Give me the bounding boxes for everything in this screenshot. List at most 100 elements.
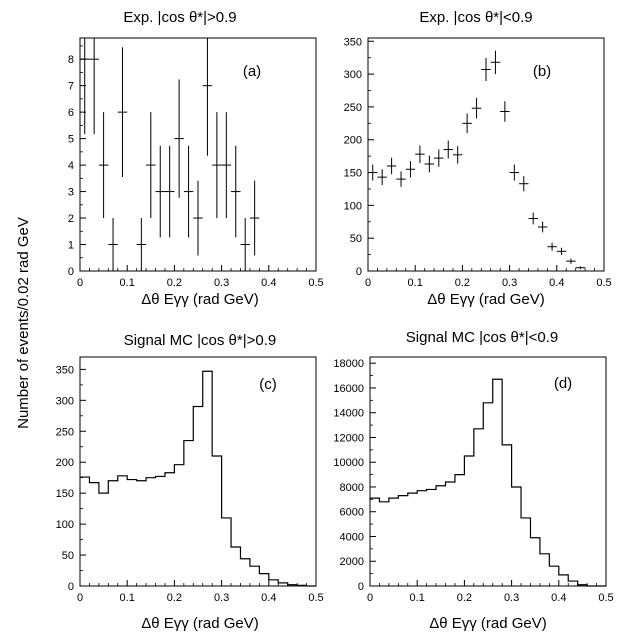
panel-d-xtick-label: 0.4 [551, 592, 566, 604]
panel-d-ytick-label: 6000 [340, 507, 364, 519]
panel-b-data-point [452, 146, 463, 164]
panel-a-xtick-label: 0.1 [120, 277, 135, 289]
panel-c-label: (c) [259, 376, 277, 393]
panel-a-data-point [174, 79, 184, 198]
panel-a-data-point [164, 145, 175, 238]
panel-a-ytick-label: 2 [68, 213, 74, 225]
panel-a: Exp. |cos θ*|>0.9 0 0.1 0.2 0.3 0.4 0.5 0 1 2 3 4 5… [68, 9, 324, 308]
panel-c-xtick-label: 0 [77, 592, 83, 604]
panel-c-xtick-label: 0.3 [214, 592, 229, 604]
panel-a-xtick-label: 0 [77, 277, 83, 289]
panel-d-ytick-label: 18000 [333, 358, 364, 370]
panel-d-histogram [370, 378, 606, 587]
panel-c-marks [80, 370, 316, 587]
panel-a-label: (a) [243, 63, 261, 80]
panel-c-ytick-label: 350 [56, 364, 74, 376]
panel-b-data-point [471, 97, 482, 119]
panel-c-ytick-label: 100 [56, 519, 74, 531]
panel-a-ytick-label: 4 [68, 160, 74, 172]
panel-a-xtick-label: 0.3 [214, 277, 229, 289]
panel-a-marks [80, 38, 260, 271]
panel-a-frame [79, 37, 317, 272]
panel-b-xtick-label: 0.1 [408, 277, 423, 289]
panel-a-ytick-label: 5 [68, 134, 74, 146]
panel-a-ytick-label: 7 [68, 81, 74, 93]
panel-c-frame [79, 356, 317, 587]
panel-c-xtick-label: 0.1 [120, 592, 135, 604]
panel-d-ytick-label: 12000 [333, 432, 364, 444]
panel-a-data-point [146, 112, 156, 219]
panel-a-xtick-label: 0.5 [308, 277, 323, 289]
figure-ylabel: Number of events/0.02 rad GeV [15, 217, 32, 429]
panel-b-data-point [462, 113, 472, 134]
panel-a-data-point [249, 180, 260, 256]
panel-a-data-point [98, 112, 109, 219]
panel-b-data-point [377, 169, 387, 185]
panel-b-xtick-label: 0.5 [596, 277, 611, 289]
panel-b-data-point [434, 149, 444, 167]
panel-d-label: (d) [554, 375, 572, 392]
panel-b-data-point [547, 242, 557, 251]
panel-d-xtick-label: 0.5 [598, 592, 613, 604]
panel-b-data-point [424, 155, 435, 173]
panel-a-ytick-label: 3 [68, 187, 74, 199]
panel-b-data-point [396, 171, 406, 187]
panel-b-xtick-label: 0 [365, 277, 371, 289]
panel-a-data-point [202, 38, 213, 156]
panel-b-data-point [481, 58, 491, 82]
panel-b-data-point [443, 140, 453, 159]
panel-b-data-point [405, 161, 416, 178]
panel-a-data-point [89, 38, 99, 135]
panel-a-ytick-label: 1 [68, 240, 74, 252]
panel-a-data-point [117, 47, 128, 177]
panel-b-xlabel: Δθ Eγγ (rad GeV) [427, 291, 545, 308]
panel-b-ytick-label: 50 [350, 233, 362, 245]
panel-a-data-point [108, 218, 118, 271]
panel-b-ytick-label: 0 [356, 266, 362, 278]
panel-d-ytick-label: 16000 [333, 383, 364, 395]
panel-b-data-point [528, 212, 538, 225]
panel-a-data-point [193, 180, 203, 256]
panel-b-data-point [556, 247, 567, 255]
panel-c-title: Signal MC |cos θ*|>0.9 [124, 332, 276, 349]
panel-d-ytick-label: 0 [358, 581, 364, 593]
panel-b-data-point [509, 164, 520, 181]
panel-a-data-point [183, 145, 194, 238]
panel-c-ytick-label: 300 [56, 395, 74, 407]
panel-b-ytick-label: 200 [344, 135, 362, 147]
panel-b-xtick-label: 0.3 [502, 277, 517, 289]
panel-c-ytick-label: 200 [56, 457, 74, 469]
panel-b-label: (b) [533, 63, 551, 80]
panel-a-ytick-label: 6 [68, 107, 74, 119]
panel-d-ytick-label: 2000 [340, 556, 364, 568]
panel-a-xlabel: Δθ Eγγ (rad GeV) [141, 291, 259, 308]
panel-a-data-point [136, 218, 147, 271]
panel-c-xtick-label: 0.2 [167, 592, 182, 604]
panel-b-ytick-label: 250 [344, 102, 362, 114]
panel-c-ytick-label: 250 [56, 426, 74, 438]
panel-b-ytick-label: 150 [344, 168, 362, 180]
panel-b-data-point [519, 176, 529, 192]
panel-a-ytick-label: 0 [68, 266, 74, 278]
panel-c-ytick-label: 50 [62, 550, 74, 562]
panel-a-xtick-label: 0.4 [261, 277, 276, 289]
panel-d-marks [370, 378, 606, 587]
panel-b-data-point [566, 258, 576, 264]
panel-d-xtick-label: 0.3 [504, 592, 519, 604]
panel-a-data-point [221, 112, 232, 219]
panel-b-data-point [575, 266, 586, 270]
panel-b-ticks: 0 0.1 0.2 0.3 0.4 0.5 0 50 100 150 200 250 300 350 [344, 36, 612, 289]
panel-b-xtick-label: 0.4 [549, 277, 564, 289]
panel-b-data-point [500, 101, 510, 122]
panel-b-data-point [415, 145, 425, 163]
panel-a-data-point [155, 145, 165, 238]
panel-a-data-point [240, 218, 250, 271]
panel-d-title: Signal MC |cos θ*|<0.9 [406, 329, 558, 346]
panel-d-xtick-label: 0.1 [410, 592, 425, 604]
panel-b: Exp. |cos θ*|<0.9 0 0.1 0.2 0.3 0.4 0.5 0 50 100… [344, 9, 612, 308]
panel-a-data-point [212, 112, 222, 219]
panel-b-title: Exp. |cos θ*|<0.9 [419, 9, 532, 26]
panel-b-marks [368, 50, 586, 270]
panel-d-ytick-label: 10000 [333, 457, 364, 469]
